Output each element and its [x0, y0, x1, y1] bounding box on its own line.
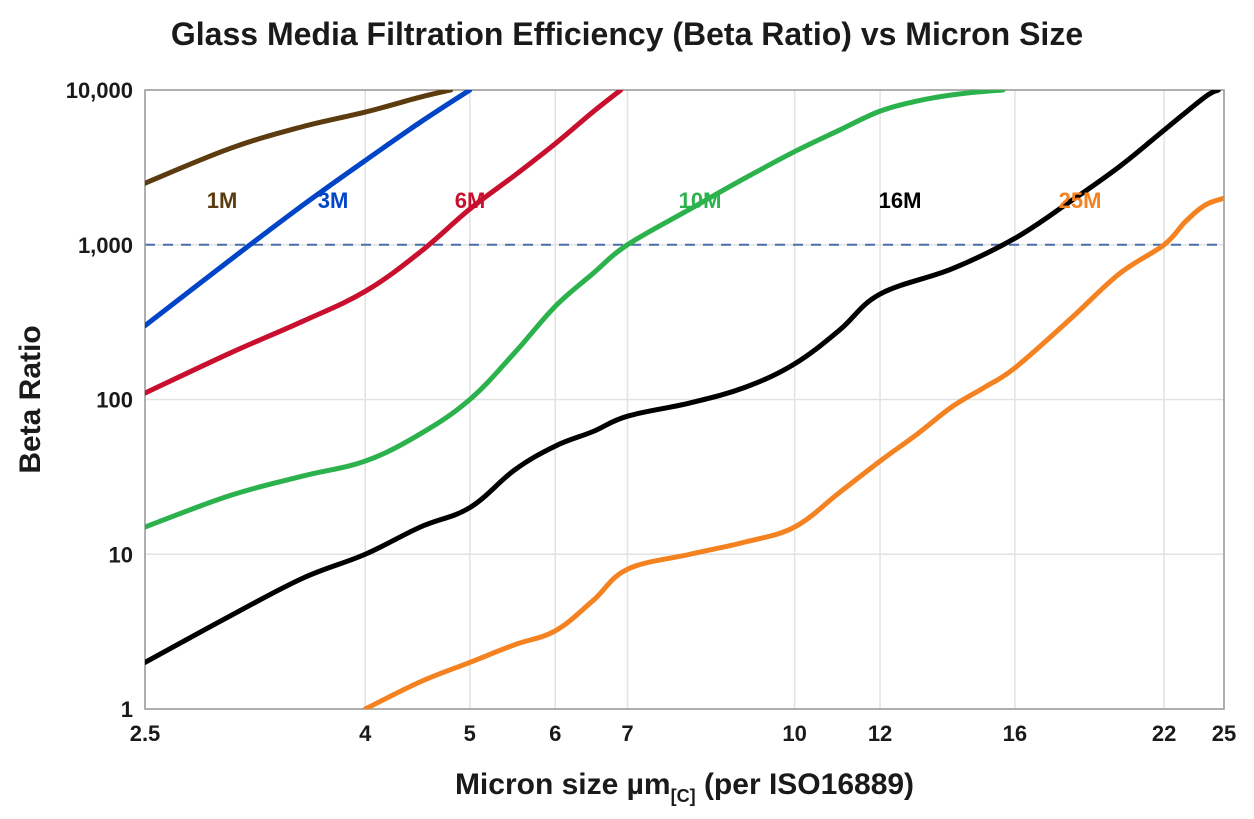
x-tick-label: 16: [1003, 721, 1027, 746]
series-label-1M: 1M: [207, 188, 238, 213]
x-tick-label: 6: [549, 721, 561, 746]
chart-title: Glass Media Filtration Efficiency (Beta …: [171, 16, 1083, 52]
series-label-6M: 6M: [455, 188, 486, 213]
series-label-25M: 25M: [1059, 188, 1102, 213]
y-tick-label: 1: [121, 697, 133, 722]
x-tick-label: 25: [1212, 721, 1236, 746]
beta-ratio-chart: 1M 3M 6M 10M 16M 25M 2.5 4 5 6 7 10 12 16 22 25 1 10 100 1,…: [0, 0, 1254, 819]
x-tick-label: 5: [464, 721, 476, 746]
y-tick-label: 10,000: [66, 78, 133, 103]
x-tick-label: 4: [359, 721, 372, 746]
series-label-3M: 3M: [318, 188, 349, 213]
x-tick-label: 7: [621, 721, 633, 746]
chart-container: 1M 3M 6M 10M 16M 25M 2.5 4 5 6 7 10 12 16 22 25 1 10 100 1,…: [0, 0, 1254, 819]
x-tick-label: 12: [868, 721, 892, 746]
y-axis-label: Beta Ratio: [14, 325, 47, 473]
series-label-10M: 10M: [679, 188, 722, 213]
y-tick-label: 1,000: [78, 233, 133, 258]
x-tick-label: 22: [1152, 721, 1176, 746]
x-tick-label: 2.5: [130, 721, 161, 746]
y-tick-label: 100: [96, 388, 133, 413]
x-tick-label: 10: [782, 721, 806, 746]
y-tick-label: 10: [109, 542, 133, 567]
series-label-16M: 16M: [879, 188, 922, 213]
